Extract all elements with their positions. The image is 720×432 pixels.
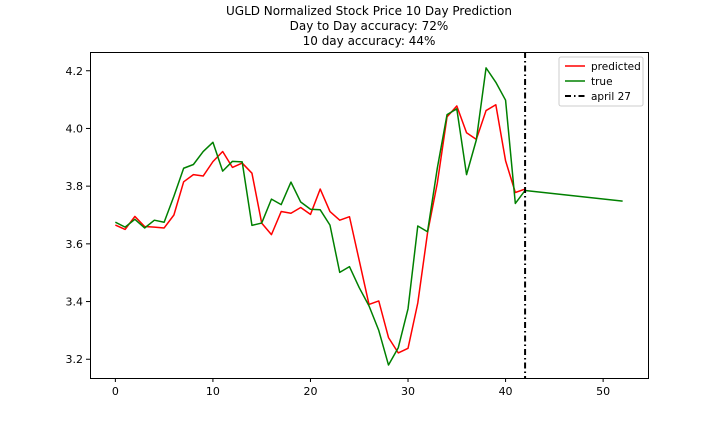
x-tick-label: 30 [401, 385, 415, 398]
legend-label-true: true [591, 76, 613, 88]
chart-subtitle-day-accuracy: Day to Day accuracy: 72% [289, 19, 449, 33]
y-tick-label: 4.0 [66, 122, 84, 135]
y-tick-label: 3.6 [66, 238, 84, 251]
y-tick-label: 3.4 [66, 296, 84, 309]
plot-frame [90, 52, 649, 379]
x-tick-label: 20 [303, 385, 317, 398]
x-tick-label: 10 [206, 385, 220, 398]
y-tick-label: 3.8 [66, 180, 84, 193]
x-tick-label: 50 [596, 385, 610, 398]
chart-title: UGLD Normalized Stock Price 10 Day Predi… [225, 4, 512, 18]
series-layer [115, 67, 623, 366]
legend-label-april-27: april 27 [591, 91, 631, 103]
series-line-true [115, 67, 623, 366]
legend-box [558, 56, 644, 107]
x-axis: 0 10 20 30 40 50 [112, 378, 610, 398]
y-tick-label: 4.2 [66, 65, 84, 78]
y-axis: 3.2 3.4 3.6 3.8 4.0 4.2 [66, 65, 90, 366]
x-tick-label: 0 [112, 385, 119, 398]
series-line-predicted [115, 104, 526, 354]
x-tick-label: 40 [499, 385, 513, 398]
chart-subtitle-ten-day-accuracy: 10 day accuracy: 44% [302, 34, 436, 48]
y-tick-label: 3.2 [66, 353, 84, 366]
legend-label-predicted: predicted [591, 61, 641, 73]
legend: predicted true april 27 [558, 56, 644, 107]
